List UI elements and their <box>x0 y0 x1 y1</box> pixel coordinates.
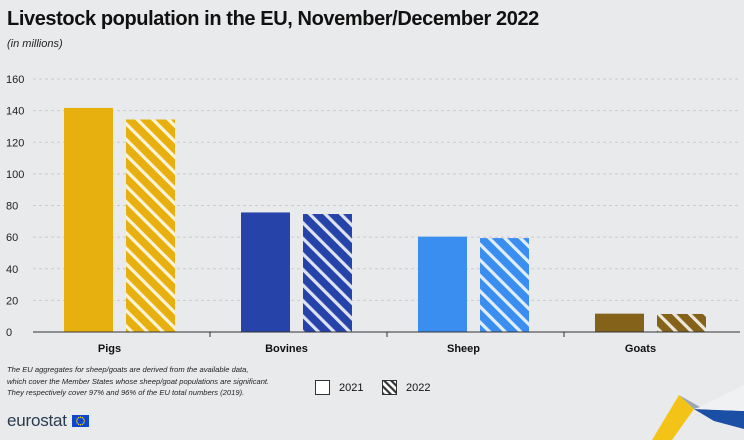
bar-chart-plot: 0 20 40 60 80 100 120 140 160 Pigs Bovines Sheep Goa… <box>6 74 740 355</box>
eu-flag-icon <box>71 415 89 427</box>
legend-swatch-hatched <box>382 380 397 395</box>
chart-subtitle: (in millions) <box>7 38 63 50</box>
y-tick-label: 120 <box>6 137 24 149</box>
y-tick-label: 80 <box>6 201 18 213</box>
legend-label: 2021 <box>339 381 364 394</box>
footnote-line: which cover the Member States whose shee… <box>7 376 270 386</box>
x-tick-label: Goats <box>625 343 656 355</box>
x-tick-label: Pigs <box>98 343 121 355</box>
bar-bovines-2022 <box>303 214 352 332</box>
x-tick-label: Bovines <box>265 343 308 355</box>
y-tick-label: 160 <box>6 74 24 86</box>
legend-item-2022: 2022 <box>382 380 430 395</box>
bar-bovines-2021 <box>241 212 290 332</box>
corner-decoration <box>652 385 744 440</box>
bar-pigs-2021 <box>64 107 113 332</box>
x-tick-label: Sheep <box>447 343 480 355</box>
bar-goats-2022 <box>657 313 706 332</box>
y-tick-label: 60 <box>6 232 18 244</box>
footnote-line: They respectively cover 97% and 96% of t… <box>7 388 245 397</box>
y-tick-label: 40 <box>6 264 18 276</box>
brand-name: eurostat <box>7 411 67 430</box>
y-tick-label: 20 <box>6 295 18 307</box>
footnote-line: The EU aggregates for sheep/goats are de… <box>7 365 249 374</box>
legend-swatch-solid <box>315 380 330 395</box>
bar-pigs-2022 <box>126 119 175 332</box>
legend-label: 2022 <box>406 381 431 394</box>
footnote: The EU aggregates for sheep/goats are de… <box>7 364 337 399</box>
y-tick-label: 0 <box>6 327 12 339</box>
bar-goats-2021 <box>595 313 644 332</box>
bar-sheep-2022 <box>480 238 529 332</box>
chart-title: Livestock population in the EU, November… <box>7 8 539 30</box>
legend-item-2021: 2021 <box>315 380 363 395</box>
eurostat-logo: eurostat <box>7 411 89 431</box>
y-tick-label: 100 <box>6 169 24 181</box>
bar-sheep-2021 <box>418 236 467 332</box>
y-tick-label: 140 <box>6 106 24 118</box>
